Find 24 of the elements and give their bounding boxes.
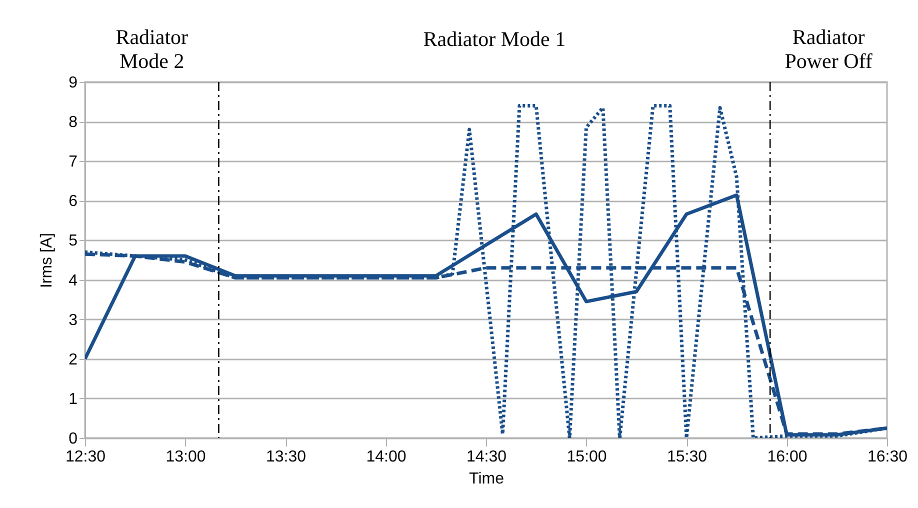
y-tick-label: 5 (68, 232, 78, 250)
x-tick-label: 16:30 (867, 448, 908, 466)
text: Radiator Mode 2 (116, 25, 188, 73)
x-tick-label: 15:00 (566, 448, 607, 466)
x-tick-label: 15:30 (666, 448, 708, 466)
x-tick-label: 13:30 (266, 448, 306, 466)
x-tick-label: 14:30 (466, 448, 507, 466)
x-axis-title: Time (469, 470, 504, 488)
y-tick-label: 1 (68, 390, 78, 408)
x-tick-label: 13:00 (166, 448, 206, 466)
x-tick-label: 14:00 (366, 448, 406, 466)
y-tick-label: 8 (68, 114, 78, 132)
x-tick-label: 16:00 (767, 448, 808, 466)
y-tick-label: 6 (68, 193, 78, 210)
y-tick-label: 7 (68, 154, 78, 171)
text: Radiator Power Off (784, 25, 872, 73)
y-tick-label: 9 (68, 74, 78, 92)
y-axis-title: Irms [A] (38, 232, 56, 288)
y-tick-label: 0 (68, 430, 78, 448)
y-tick-label: 2 (68, 351, 78, 368)
y-tick-label: 3 (68, 312, 78, 329)
y-tick-label: 4 (68, 272, 78, 290)
text: Radiator Mode 1 (423, 27, 566, 51)
x-tick-label: 12:30 (65, 448, 106, 466)
